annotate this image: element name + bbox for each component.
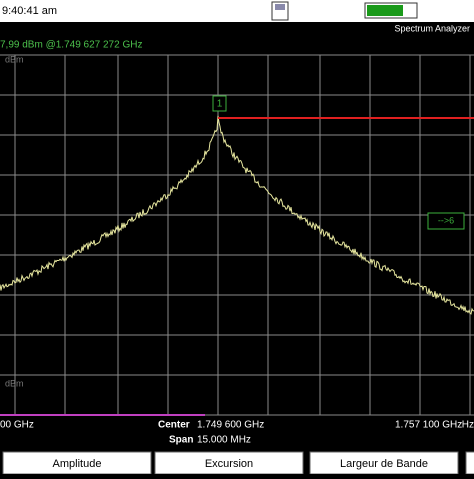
center-label: Center	[158, 420, 190, 431]
softkey-label[interactable]: Amplitude	[53, 458, 102, 470]
battery-level	[367, 5, 403, 16]
clock: 9:40:41 am	[2, 5, 57, 17]
softkey-label[interactable]: Excursion	[205, 458, 253, 470]
marker-box	[212, 95, 227, 112]
spectrum-trace	[0, 115, 474, 315]
span-label: Span	[169, 435, 193, 446]
offscreen-marker-box	[427, 212, 465, 230]
span-value: 15.000 MHz	[197, 435, 251, 446]
softkey-label[interactable]: Largeur de Bande	[340, 458, 428, 470]
marker-readout: 7,99 dBm @1.749 627 272 GHz	[0, 40, 142, 51]
stop-freq: 1.757 100 GHz	[395, 420, 462, 431]
right-cut: Hz	[462, 420, 474, 431]
center-value: 1.749 600 GHz	[197, 420, 264, 431]
top-unit: dBm	[5, 54, 24, 64]
save-icon-label	[275, 4, 285, 10]
grid	[0, 54, 474, 416]
marker-label: 1	[217, 99, 223, 110]
bottom-unit: dBm	[5, 378, 24, 388]
softkey[interactable]	[465, 451, 474, 475]
mode-title: Spectrum Analyzer	[394, 23, 470, 33]
status-bar	[0, 0, 474, 22]
start-freq: 00 GHz	[0, 420, 34, 431]
softkeys: Amplitude Excursion Largeur de Bande	[2, 451, 474, 475]
offscreen-marker: -->6	[438, 215, 454, 225]
